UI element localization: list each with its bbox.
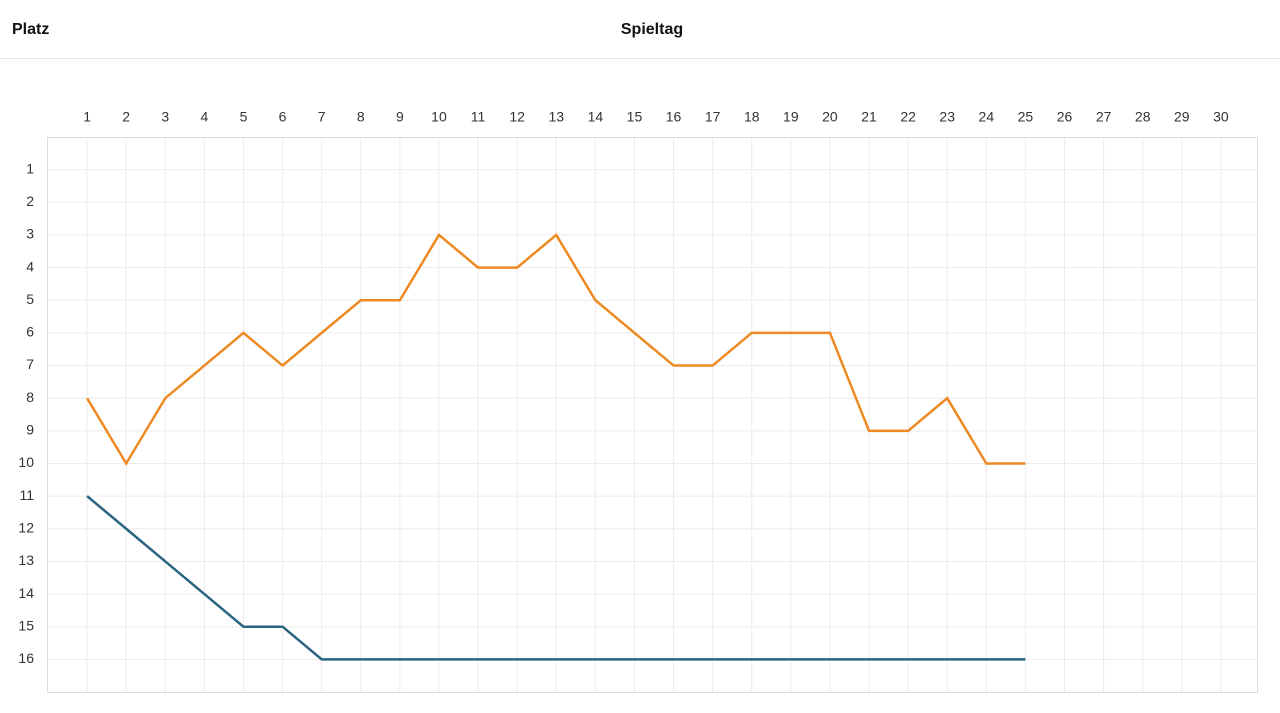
x-tick-label: 3: [161, 109, 169, 125]
y-tick-label: 7: [26, 356, 34, 372]
x-tick-label: 17: [705, 109, 721, 125]
y-tick-label: 13: [18, 552, 34, 568]
x-tick-label: 10: [431, 109, 447, 125]
y-tick-label: 15: [18, 617, 34, 633]
x-tick-label: 18: [744, 109, 760, 125]
x-tick-label: 25: [1018, 109, 1034, 125]
x-tick-label: 12: [509, 109, 525, 125]
x-tick-label: 27: [1096, 109, 1112, 125]
x-tick-label: 28: [1135, 109, 1151, 125]
plot-frame: [47, 137, 1258, 693]
x-tick-label: 11: [471, 109, 486, 125]
x-tick-label: 21: [861, 109, 877, 125]
x-tick-label: 29: [1174, 109, 1190, 125]
x-tick-label: 1: [83, 109, 91, 125]
y-tick-label: 8: [26, 389, 34, 405]
x-tick-label: 23: [939, 109, 955, 125]
x-tick-label: 7: [318, 109, 326, 125]
x-tick-label: 26: [1057, 109, 1073, 125]
x-tick-label: 8: [357, 109, 365, 125]
x-tick-label: 20: [822, 109, 838, 125]
y-axis-label: Platz: [12, 21, 49, 38]
x-tick-label: 24: [979, 109, 995, 125]
x-tick-label: 4: [200, 109, 208, 125]
x-tick-label: 13: [548, 109, 564, 125]
y-tick-label: 5: [26, 291, 34, 307]
x-tick-label: 6: [279, 109, 287, 125]
x-tick-label: 9: [396, 109, 404, 125]
x-tick-label: 16: [666, 109, 682, 125]
y-tick-label: 11: [19, 487, 34, 503]
y-tick-label: 16: [18, 650, 34, 666]
x-tick-label: 5: [240, 109, 248, 125]
x-tick-label: 15: [627, 109, 643, 125]
y-tick-label: 10: [18, 454, 34, 470]
x-tick-label: 30: [1213, 109, 1229, 125]
y-tick-label: 6: [26, 324, 34, 340]
y-tick-label: 9: [26, 422, 34, 438]
x-tick-label: 19: [783, 109, 799, 125]
y-tick-label: 4: [26, 258, 34, 274]
x-axis-label: Spieltag: [621, 21, 683, 38]
y-tick-label: 1: [26, 160, 34, 176]
y-tick-label: 12: [18, 519, 34, 535]
y-tick-label: 2: [26, 193, 34, 209]
x-tick-label: 22: [900, 109, 916, 125]
series-line: [86, 233, 1026, 466]
y-tick-label: 14: [18, 585, 34, 601]
x-tick-label: 14: [588, 109, 604, 125]
series-line: [86, 495, 1026, 661]
y-tick-label: 3: [26, 226, 34, 242]
x-tick-label: 2: [122, 109, 130, 125]
